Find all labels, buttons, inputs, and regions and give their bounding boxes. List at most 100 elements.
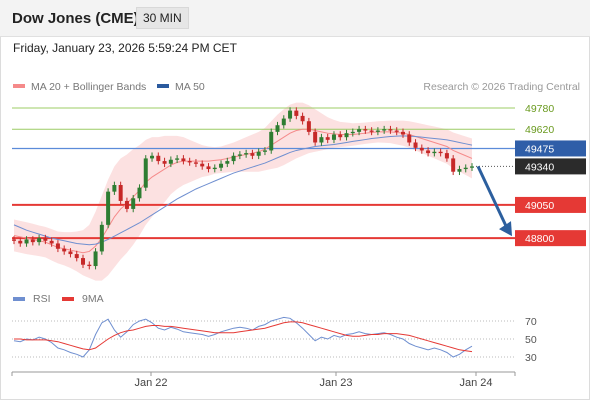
candle-body [49,240,54,244]
rsi-series-1 [14,321,473,353]
candle-body [394,130,399,132]
candle-body [244,153,249,155]
candle-body [256,151,261,156]
level-label-49475: 49475 [525,143,554,155]
candle-body [162,161,167,164]
candle-body [93,251,98,267]
candle-body [438,151,443,154]
candle-body [131,198,136,209]
candle-body [363,129,368,131]
candle-body [219,163,224,168]
candle-body [30,239,35,243]
rsi-legend-label-1: 9MA [82,293,104,305]
timestamp: Friday, January 23, 2026 5:59:24 PM CET [13,41,237,55]
candle-body [269,131,274,151]
candle-body [62,248,67,252]
instrument-title: Dow Jones (CME) [12,10,139,27]
rsi-series-0 [13,316,473,358]
candle-body [375,130,380,132]
level-tag-48800 [515,230,586,247]
x-label-1: Jan 23 [319,377,352,389]
candle-body [419,147,424,151]
level-tag-49050 [515,196,586,213]
forecast-arrow-head [499,221,512,237]
candle-body [200,163,205,167]
candle-body [463,167,468,170]
candle-body [369,130,374,132]
candle-body [288,110,293,119]
current-price-tag [515,158,586,175]
rsi-legend-swatch-0 [13,297,25,301]
candle-body [250,153,255,156]
rsi-tick-70: 70 [525,316,537,328]
candle-body [206,166,211,170]
candle-body [294,110,299,116]
candle-body [388,129,393,131]
candle-body [193,162,198,164]
candle-body [106,191,111,225]
x-label-2: Jan 24 [459,377,492,389]
legend-label-1: MA 50 [175,81,205,93]
candle-body [81,258,86,265]
rsi-tick-30: 30 [525,352,537,364]
candle-body [225,161,230,164]
forecast-arrow-shaft [476,165,509,229]
candle-body [451,158,456,172]
candle-body [331,134,336,140]
candle-body [150,155,155,159]
timeframe-badge[interactable]: 30 MIN [136,7,189,29]
candle-body [444,153,449,159]
candle-body [407,134,412,143]
rsi-legend-swatch-1 [62,297,74,301]
candle-body [168,159,173,164]
candle-body [470,166,474,168]
candle-body [99,224,104,252]
candle-body [313,131,318,143]
level-label-49620: 49620 [525,124,554,136]
candle-body [87,264,92,267]
candle-body [175,158,180,160]
legend-label-0: MA 20 + Bollinger Bands [31,81,146,93]
level-label-49050: 49050 [525,200,554,212]
x-label-0: Jan 22 [134,377,167,389]
candle-body [43,238,48,241]
candle-body [426,150,431,154]
candle-body [319,137,324,143]
candle-body [275,125,280,132]
candle-body [344,133,349,138]
candle-body [325,137,330,140]
rsi-tick-50: 50 [525,334,537,346]
candle-body [382,129,387,131]
candle-body [457,169,462,172]
candle-body [400,131,405,135]
candle-body [124,200,129,209]
candle-body [137,187,142,199]
rsi-legend-label-0: RSI [33,293,51,305]
candle-body [262,150,267,152]
candle-body [237,154,242,156]
candle-body [231,155,236,162]
current-price-label: 49340 [525,161,554,173]
candle-body [413,142,418,148]
candle-body [181,158,186,162]
candle-body [432,151,437,154]
level-tag-49475 [515,140,586,157]
level-label-49780: 49780 [525,103,554,115]
watermark: Research © 2026 Trading Central [423,81,580,93]
candle-body [281,118,286,126]
legend-swatch-0 [13,84,25,88]
candle-body [55,243,60,249]
candle-body [212,167,217,170]
candle-body [350,131,355,134]
candle-body [37,238,42,243]
level-label-48800: 48800 [525,233,554,245]
candle-body [143,158,148,188]
candle-body [118,185,123,201]
candle-body [156,155,161,162]
candle-body [306,121,311,132]
candle-body [112,185,117,192]
bollinger-band [14,102,472,281]
candle-body [12,239,16,241]
ma20-line [13,128,473,254]
